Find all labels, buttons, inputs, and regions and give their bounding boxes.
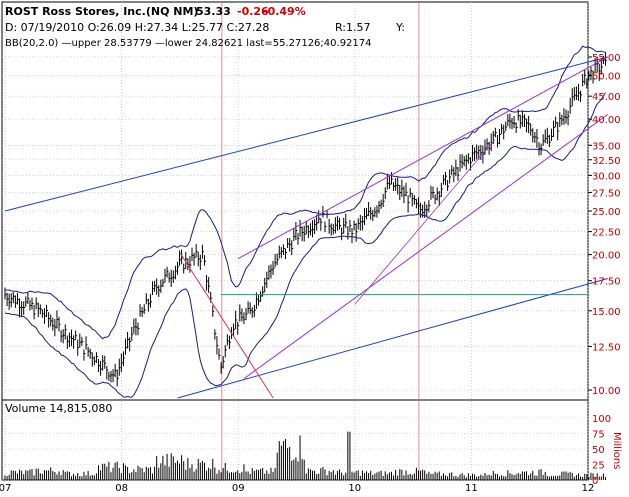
last-price: 53.33 — [196, 5, 231, 18]
date-tick-label: 07 — [0, 483, 11, 493]
volume-tick-label: 50 — [592, 445, 605, 456]
date-tick-label: 10 — [348, 483, 361, 493]
price-plot — [4, 45, 609, 399]
price-tick-label: 45.00 — [592, 92, 621, 103]
axis-ticks: 55.00 50.00 45.00 40.00 35.00 32.50 30.00 27.50… — [0, 53, 621, 494]
price-tick-label: 40.00 — [592, 115, 621, 126]
date-tick-label: 09 — [232, 483, 245, 493]
bollinger-upper-band — [4, 45, 606, 340]
volume-tick-label: 0 — [592, 476, 598, 487]
lower-blue-trendline — [177, 277, 608, 399]
symbol-title: ROST Ross Stores, Inc.(NQ NM) — [5, 5, 198, 18]
price-tick-label: 17.50 — [592, 277, 621, 288]
upper-blue-trendline — [4, 56, 608, 212]
r-readout: R:1.57 — [335, 21, 371, 34]
price-tick-label: 32.50 — [592, 156, 621, 167]
purple-channel-mid — [354, 139, 496, 305]
purple-channel-upper — [237, 56, 609, 259]
price-tick-label: 25.00 — [592, 207, 621, 218]
price-panel-frame — [1, 1, 589, 401]
price-tick-label: 10.00 — [592, 386, 621, 397]
date-tick-label: 08 — [115, 483, 128, 493]
date-tick-label: 11 — [465, 483, 478, 493]
volume-plot — [4, 431, 606, 480]
price-tick-label: 50.00 — [592, 72, 621, 83]
price-tick-label: 12.50 — [592, 342, 621, 353]
price-tick-label: 55.00 — [592, 53, 621, 64]
price-tick-label: 27.50 — [592, 188, 621, 199]
date-tick-label: 12 — [582, 483, 595, 493]
red-descending-line — [179, 252, 274, 399]
price-tick-label: 22.50 — [592, 228, 621, 239]
price-tick-label: 30.00 — [592, 171, 621, 182]
percent-change: -0.49% — [263, 5, 306, 18]
price-tick-label: 35.00 — [592, 141, 621, 152]
bollinger-legend: BB(20,2.0) —upper 28.53779 —lower 24.826… — [5, 38, 372, 49]
volume-tick-label: 100 — [592, 414, 611, 425]
volume-panel-frame — [1, 399, 589, 481]
volume-unit-label: Millions — [611, 432, 622, 469]
price-tick-label: 20.00 — [592, 251, 621, 262]
ohlc-readout: D: 07/19/2010 O:26.09 H:27.34 L:25.77 C:… — [5, 21, 269, 34]
y-readout: Y: — [395, 21, 405, 34]
volume-tick-label: 75 — [592, 430, 605, 441]
bollinger-lower-band — [4, 92, 606, 398]
price-change: -0.26 — [237, 5, 269, 18]
grid — [2, 2, 589, 481]
volume-label: Volume 14,815,080 — [5, 402, 112, 415]
price-tick-label: 15.00 — [592, 307, 621, 318]
volume-tick-label: 25 — [592, 461, 605, 472]
purple-channel-lower — [243, 113, 609, 380]
